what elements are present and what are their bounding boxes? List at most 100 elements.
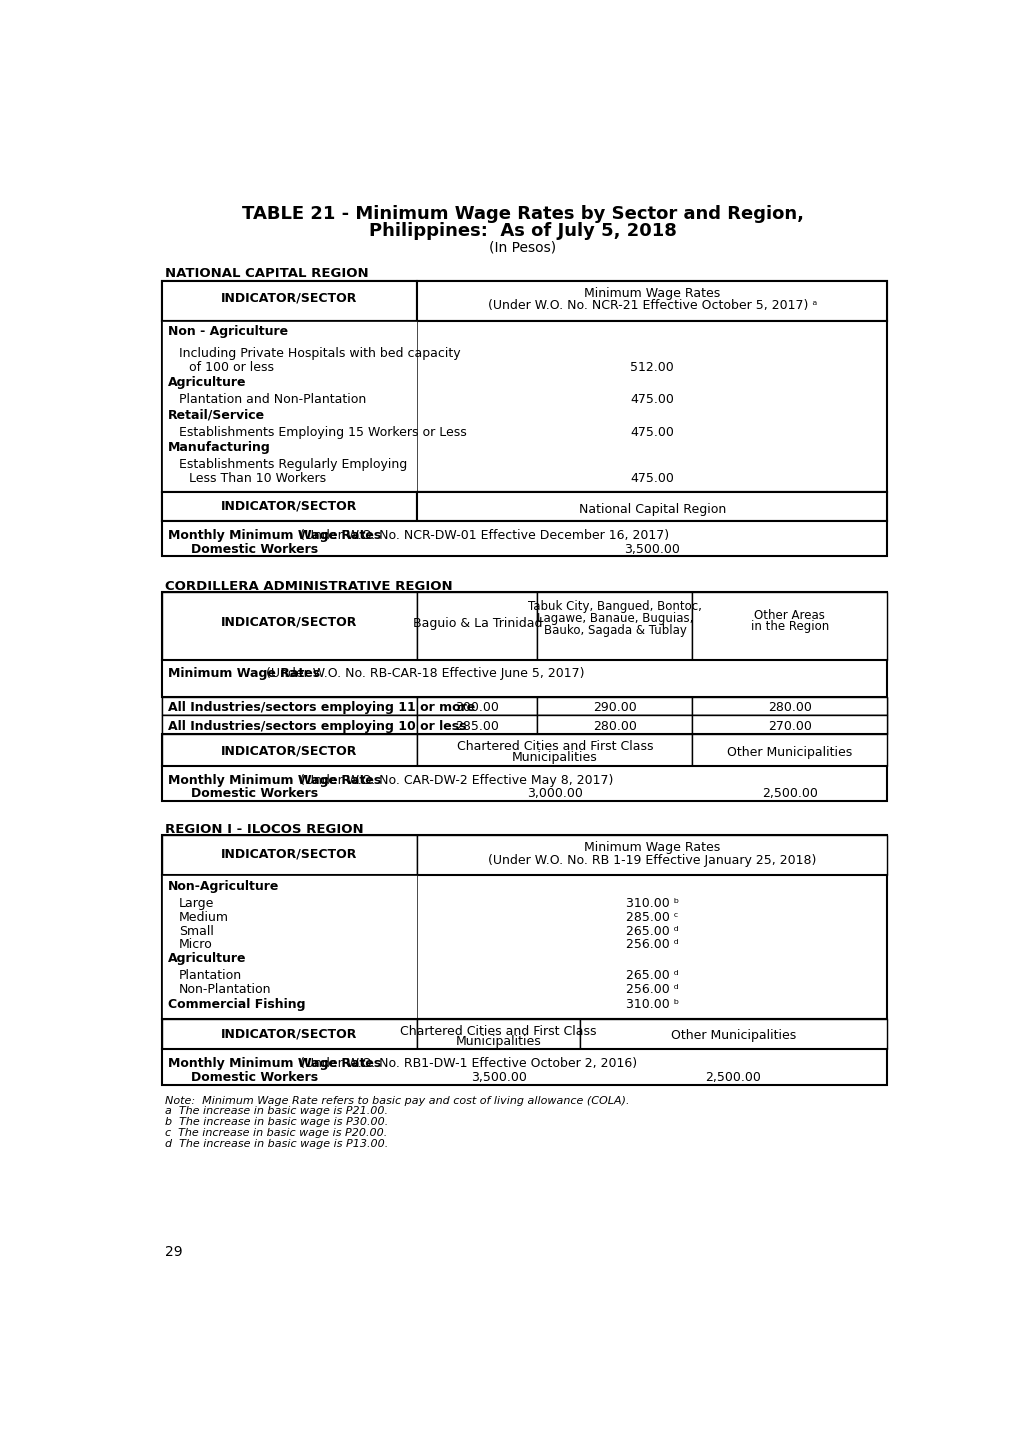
Text: REGION I - ILOCOS REGION: REGION I - ILOCOS REGION (164, 823, 363, 836)
Text: Less Than 10 Workers: Less Than 10 Workers (190, 472, 326, 485)
Text: Other Areas: Other Areas (754, 609, 824, 622)
Text: 256.00 ᵈ: 256.00 ᵈ (626, 983, 678, 996)
Bar (161, 875, 417, 1018)
Bar (692, 696, 887, 715)
Text: Note:  Minimum Wage Rate refers to basic pay and cost of living allowance (COLA): Note: Minimum Wage Rate refers to basic … (164, 1096, 629, 1106)
Text: (Under W.O. No. NCR-21 Effective October 5, 2017) ᵃ: (Under W.O. No. NCR-21 Effective October… (487, 300, 816, 313)
Text: Chartered Cities and First Class: Chartered Cities and First Class (457, 740, 652, 753)
Bar (161, 835, 887, 875)
Bar (161, 492, 417, 521)
Text: All Industries/sectors employing 10 or less: All Industries/sectors employing 10 or l… (168, 720, 466, 733)
Bar (161, 281, 417, 322)
Text: (Under W.O. No. RB-CAR-18 Effective June 5, 2017): (Under W.O. No. RB-CAR-18 Effective June… (262, 668, 584, 681)
Text: (Under W.O. No. RB1-DW-1 Effective October 2, 2016): (Under W.O. No. RB1-DW-1 Effective Octob… (297, 1057, 637, 1070)
Text: 3,000.00: 3,000.00 (527, 787, 582, 800)
Text: Municipalities: Municipalities (455, 1035, 541, 1048)
Text: INDICATOR/SECTOR: INDICATOR/SECTOR (221, 499, 358, 512)
Text: Monthly Minimum Wage Rates: Monthly Minimum Wage Rates (168, 774, 381, 787)
Text: (Under W.O. No. NCR-DW-01 Effective December 16, 2017): (Under W.O. No. NCR-DW-01 Effective Dece… (297, 529, 668, 542)
Text: Large: Large (178, 897, 214, 910)
Text: 310.00 ᵇ: 310.00 ᵇ (625, 897, 678, 910)
Bar (161, 734, 417, 766)
Bar (161, 322, 417, 492)
Text: 310.00 ᵇ: 310.00 ᵇ (625, 998, 678, 1011)
Text: Monthly Minimum Wage Rates: Monthly Minimum Wage Rates (168, 1057, 381, 1070)
Text: 2,500.00: 2,500.00 (761, 787, 817, 800)
Bar (692, 734, 887, 766)
Text: NATIONAL CAPITAL REGION: NATIONAL CAPITAL REGION (164, 267, 368, 280)
Text: Medium: Medium (178, 911, 228, 924)
Bar (417, 835, 887, 875)
Text: National Capital Region: National Capital Region (578, 503, 726, 516)
Text: Small: Small (178, 924, 213, 937)
Text: of 100 or less: of 100 or less (190, 360, 274, 373)
Text: CORDILLERA ADMINISTRATIVE REGION: CORDILLERA ADMINISTRATIVE REGION (164, 580, 451, 593)
Text: Micro: Micro (178, 939, 212, 952)
Text: Minimum Wage Rates: Minimum Wage Rates (168, 668, 320, 681)
Text: 290.00: 290.00 (592, 701, 636, 714)
Text: Domestic Workers: Domestic Workers (191, 787, 318, 800)
Bar (161, 696, 417, 715)
Text: 265.00 ᵈ: 265.00 ᵈ (626, 924, 678, 937)
Text: Non-Agriculture: Non-Agriculture (168, 880, 279, 893)
Bar (161, 322, 887, 492)
Bar (417, 734, 692, 766)
Bar (161, 715, 417, 734)
Text: a  The increase in basic wage is P21.00.: a The increase in basic wage is P21.00. (164, 1106, 387, 1116)
Text: Non-Plantation: Non-Plantation (178, 983, 271, 996)
Bar (161, 766, 887, 802)
Text: (Under W.O. No. RB 1-19 Effective January 25, 2018): (Under W.O. No. RB 1-19 Effective Januar… (487, 854, 815, 867)
Bar (161, 591, 887, 659)
Text: b  The increase in basic wage is P30.00.: b The increase in basic wage is P30.00. (164, 1118, 387, 1128)
Text: d  The increase in basic wage is P13.00.: d The increase in basic wage is P13.00. (164, 1139, 387, 1149)
Bar (161, 835, 417, 875)
Text: Commercial Fishing: Commercial Fishing (168, 998, 305, 1011)
Text: Other Municipalities: Other Municipalities (671, 1030, 796, 1043)
Text: (In Pesos): (In Pesos) (489, 241, 555, 255)
Text: Bauko, Sagada & Tublay: Bauko, Sagada & Tublay (543, 624, 686, 637)
Text: Domestic Workers: Domestic Workers (191, 1071, 318, 1084)
Text: Monthly Minimum Wage Rates: Monthly Minimum Wage Rates (168, 529, 381, 542)
Text: Agriculture: Agriculture (168, 952, 246, 965)
Text: 256.00 ᵈ: 256.00 ᵈ (626, 939, 678, 952)
Text: INDICATOR/SECTOR: INDICATOR/SECTOR (221, 744, 358, 757)
Text: Establishments Employing 15 Workers or Less: Establishments Employing 15 Workers or L… (178, 425, 466, 438)
Bar (161, 1018, 417, 1050)
Bar (417, 715, 537, 734)
Text: Including Private Hospitals with bed capacity: Including Private Hospitals with bed cap… (178, 348, 460, 360)
Text: Philippines:  As of July 5, 2018: Philippines: As of July 5, 2018 (369, 222, 676, 241)
Bar (417, 696, 537, 715)
Text: 3,500.00: 3,500.00 (471, 1071, 526, 1084)
Bar (417, 281, 887, 322)
Text: All Industries/sectors employing 11 or more: All Industries/sectors employing 11 or m… (168, 701, 475, 714)
Bar (417, 1018, 580, 1050)
Text: INDICATOR/SECTOR: INDICATOR/SECTOR (221, 1028, 358, 1041)
Text: 280.00: 280.00 (767, 701, 811, 714)
Text: 300.00: 300.00 (455, 701, 499, 714)
Text: 270.00: 270.00 (767, 720, 811, 733)
Bar (161, 521, 887, 557)
Bar (161, 696, 887, 715)
Text: Other Municipalities: Other Municipalities (727, 746, 852, 758)
Text: 285.00 ᶜ: 285.00 ᶜ (626, 911, 678, 924)
Bar (580, 1018, 887, 1050)
Text: Manufacturing: Manufacturing (168, 441, 270, 454)
Bar (161, 875, 887, 1018)
Text: 265.00 ᵈ: 265.00 ᵈ (626, 969, 678, 982)
Text: Chartered Cities and First Class: Chartered Cities and First Class (400, 1025, 596, 1038)
Text: Agriculture: Agriculture (168, 376, 246, 389)
Text: 475.00: 475.00 (630, 394, 674, 407)
Text: 475.00: 475.00 (630, 425, 674, 438)
Text: Minimum Wage Rates: Minimum Wage Rates (584, 287, 719, 300)
Text: 285.00: 285.00 (455, 720, 499, 733)
Text: INDICATOR/SECTOR: INDICATOR/SECTOR (221, 291, 358, 304)
Bar (161, 281, 887, 322)
Text: INDICATOR/SECTOR: INDICATOR/SECTOR (221, 848, 358, 861)
Bar (417, 492, 887, 521)
Text: Domestic Workers: Domestic Workers (191, 542, 318, 555)
Bar (537, 715, 692, 734)
Bar (692, 591, 887, 659)
Text: Minimum Wage Rates: Minimum Wage Rates (584, 841, 719, 855)
Text: Baguio & La Trinidad: Baguio & La Trinidad (413, 617, 542, 630)
Bar (161, 715, 887, 734)
